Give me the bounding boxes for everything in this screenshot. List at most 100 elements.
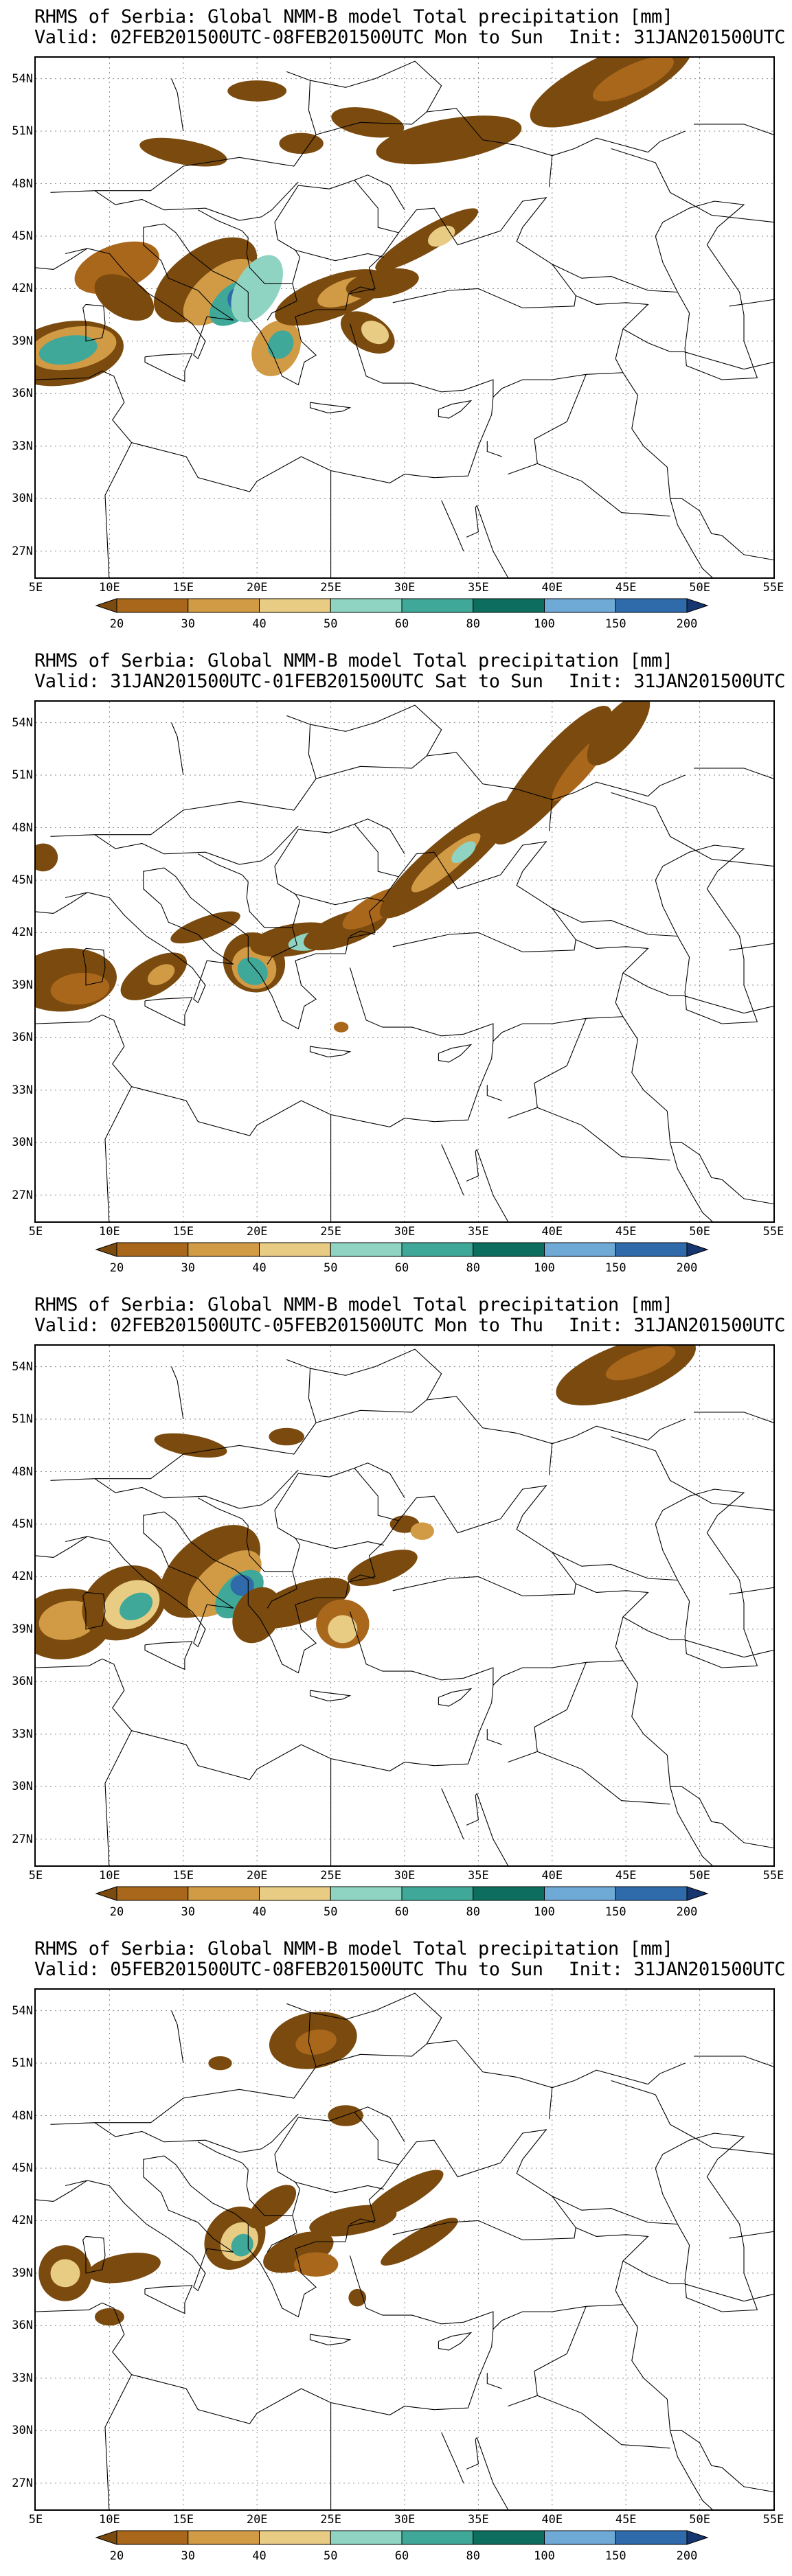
border-line [198, 2141, 297, 2253]
colorbar-swatch [188, 2530, 260, 2545]
precipitation-area [493, 706, 612, 845]
colorbar: 20 30 40 50 60 80 100 150 200 [0, 1885, 792, 1927]
border-line [486, 441, 502, 457]
lat-tick-label: 48N [12, 1464, 33, 1479]
lon-tick-label: 25E [320, 1225, 341, 1239]
border-line [552, 130, 686, 157]
border-line [292, 1537, 385, 1572]
lon-tick-label: 20E [246, 581, 268, 595]
border-line [163, 841, 576, 1030]
precipitation-area [38, 335, 98, 365]
border-line [354, 1462, 405, 1498]
colorbar-low-arrow [95, 1886, 117, 1901]
colorbar-label: 20 [109, 617, 124, 631]
colorbar-swatch [544, 598, 616, 613]
border-line [694, 768, 773, 779]
border-line [36, 2255, 494, 2424]
border-line [82, 947, 106, 986]
valid-period: Valid: 02FEB201500UTC-05FEB201500UTC Mon… [34, 1315, 543, 1336]
valid-period: Valid: 02FEB201500UTC-08FEB201500UTC Mon… [34, 27, 543, 48]
precipitation-area [74, 241, 159, 295]
border-line [486, 1085, 502, 1101]
border-line [466, 2437, 508, 2509]
border-line [552, 1418, 686, 1445]
colorbar-swatch [330, 598, 403, 613]
colorbar-label: 150 [604, 1261, 626, 1275]
lat-tick-label: 39N [12, 334, 33, 348]
border-line [171, 1366, 184, 1420]
lon-tick-label: 15E [172, 1869, 194, 1883]
colorbar-label: 200 [676, 1261, 698, 1275]
precipitation-area [605, 1346, 676, 1381]
colorbar-swatch [473, 1886, 545, 1901]
border-line [309, 2334, 352, 2345]
precipitation-area [365, 2170, 444, 2219]
lon-tick-label: 20E [246, 1225, 268, 1239]
border-line [683, 351, 773, 370]
precipitation-map [34, 1988, 775, 2511]
colorbar-label: 50 [324, 2549, 338, 2563]
colorbar-high-arrow [686, 1886, 709, 1901]
border-line [354, 174, 405, 210]
map-canvas [36, 1346, 773, 1865]
border-line [611, 792, 773, 867]
precipitation-area [154, 1433, 227, 1458]
border-line [670, 498, 773, 561]
map-canvas [36, 702, 773, 1221]
precipitation-area [94, 274, 155, 321]
colorbar-swatch [330, 2530, 403, 2545]
precipitation-area [328, 2105, 363, 2126]
colorbar-swatch [401, 2530, 474, 2545]
border-line [50, 1359, 317, 1481]
colorbar-swatch [544, 2530, 616, 2545]
lon-tick-label: 15E [172, 581, 194, 595]
border-line [441, 500, 464, 552]
precipitation-area [269, 1427, 304, 1446]
lon-tick-label: 45E [615, 1225, 637, 1239]
colorbar-swatch [259, 2530, 331, 2545]
colorbar-swatch [473, 1242, 545, 1257]
border-line [611, 2080, 773, 2155]
colorbar-swatch [116, 1886, 189, 1901]
valid-period: Valid: 05FEB201500UTC-08FEB201500UTC Thu… [34, 1959, 543, 1980]
border-line [274, 2111, 399, 2183]
border-line [655, 200, 758, 380]
border-line [683, 995, 773, 1014]
colorbar-label: 200 [676, 2549, 698, 2563]
lon-tick-label: 45E [615, 581, 637, 595]
lon-tick-label: 30E [394, 2513, 416, 2527]
lat-tick-label: 42N [12, 1569, 33, 1584]
border-line [309, 402, 352, 413]
colorbar-label: 30 [181, 617, 195, 631]
lat-tick-label: 39N [12, 978, 33, 992]
precipitation-area [361, 321, 389, 345]
border-line [65, 2155, 234, 2292]
border-line [82, 303, 106, 342]
border-line [466, 1793, 508, 1865]
lon-tick-label: 25E [320, 581, 341, 595]
border-line [493, 295, 649, 398]
colorbar-swatch [615, 2530, 688, 2545]
colorbar-label: 40 [252, 1905, 267, 1919]
border-line [198, 1497, 297, 1609]
border-line [309, 1690, 352, 1701]
border-line [171, 78, 184, 132]
precipitation-area [333, 1022, 349, 1033]
lon-tick-label: 50E [689, 1869, 710, 1883]
lat-tick-label: 48N [12, 820, 33, 835]
precipitation-area [50, 972, 110, 1005]
border-line [309, 1046, 352, 1057]
colorbar-label: 40 [252, 617, 267, 631]
lon-tick-label: 55E [762, 1225, 784, 1239]
lat-tick-label: 33N [12, 1083, 33, 1097]
border-line [537, 1107, 670, 1161]
precipitation-area [87, 2253, 161, 2284]
colorbar-swatch [615, 1242, 688, 1257]
precipitation-area [183, 258, 258, 326]
colorbar-swatches [95, 1886, 709, 1901]
border-line [508, 374, 587, 475]
border-line [486, 1729, 502, 1745]
border-line [622, 2260, 683, 2284]
border-line [292, 249, 385, 284]
border-line [315, 2040, 553, 2119]
